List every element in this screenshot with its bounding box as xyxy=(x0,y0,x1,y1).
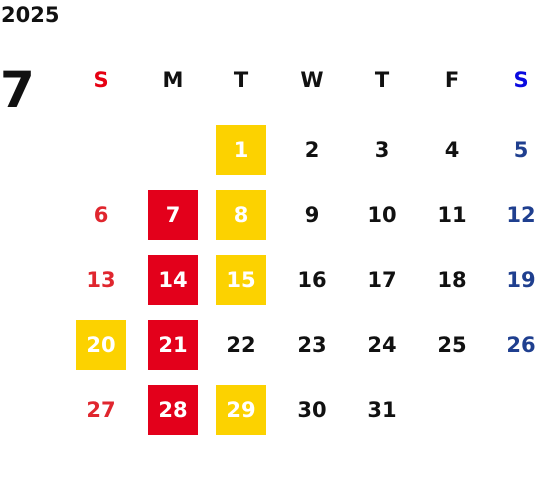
day: 26 xyxy=(506,333,536,357)
day: 30 xyxy=(297,398,327,422)
day: 24 xyxy=(367,333,397,357)
day: 13 xyxy=(86,268,116,292)
day: 23 xyxy=(297,333,327,357)
weekday-header: T xyxy=(374,68,390,92)
day: 16 xyxy=(297,268,327,292)
day: 4 xyxy=(444,138,460,162)
highlighted-day: 15 xyxy=(216,255,266,305)
day: 3 xyxy=(374,138,390,162)
weekday-header: T xyxy=(233,68,249,92)
day: 6 xyxy=(93,203,109,227)
day: 5 xyxy=(513,138,529,162)
day: 17 xyxy=(367,268,397,292)
highlighted-day: 29 xyxy=(216,385,266,435)
day: 22 xyxy=(226,333,256,357)
day: 25 xyxy=(437,333,467,357)
day: 18 xyxy=(437,268,467,292)
highlighted-day: 1 xyxy=(216,125,266,175)
weekday-header: M xyxy=(162,68,184,92)
day: 27 xyxy=(86,398,116,422)
highlighted-day: 14 xyxy=(148,255,198,305)
highlighted-day: 20 xyxy=(76,320,126,370)
day: 12 xyxy=(506,203,536,227)
highlighted-day: 7 xyxy=(148,190,198,240)
highlighted-day: 28 xyxy=(148,385,198,435)
weekday-header: W xyxy=(300,68,324,92)
highlighted-day: 21 xyxy=(148,320,198,370)
year: 2025 xyxy=(1,3,60,27)
highlighted-day: 8 xyxy=(216,190,266,240)
month: 7 xyxy=(0,61,35,119)
day: 11 xyxy=(437,203,467,227)
weekday-header: S xyxy=(513,68,529,92)
weekday-header: F xyxy=(444,68,460,92)
day: 9 xyxy=(304,203,320,227)
day: 10 xyxy=(367,203,397,227)
day: 19 xyxy=(506,268,536,292)
weekday-header: S xyxy=(93,68,109,92)
day: 2 xyxy=(304,138,320,162)
day: 31 xyxy=(367,398,397,422)
